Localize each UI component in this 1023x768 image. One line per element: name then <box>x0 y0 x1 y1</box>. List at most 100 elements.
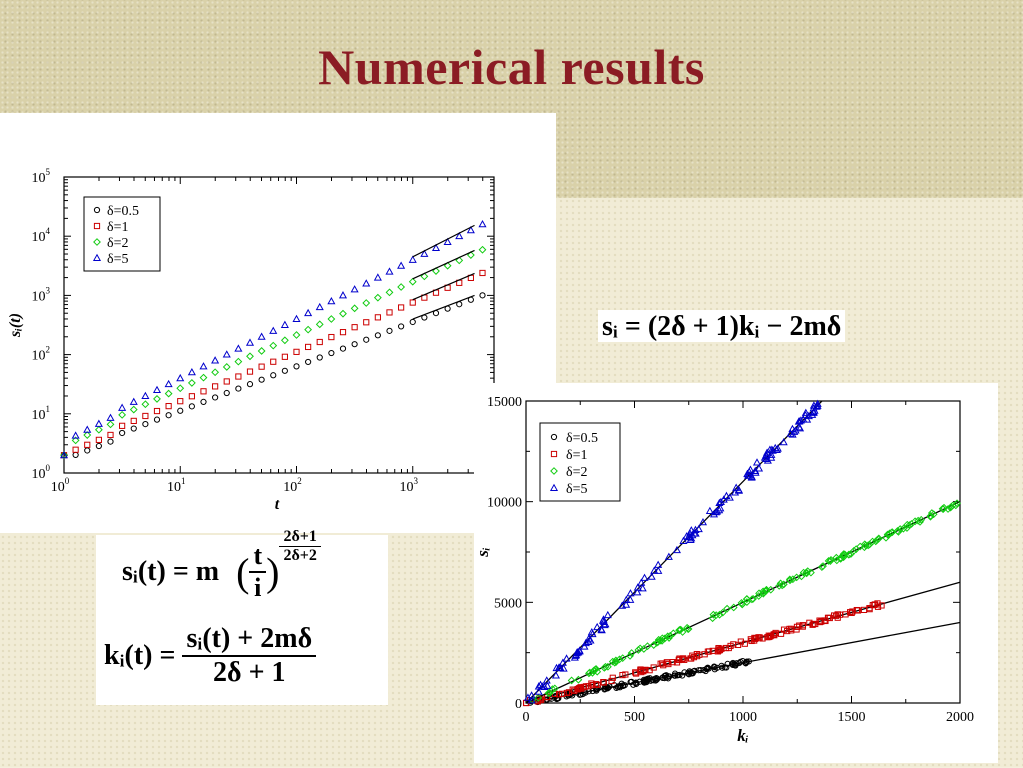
data-point <box>893 527 902 535</box>
data-point <box>328 349 335 357</box>
data-point <box>130 417 137 425</box>
data-point <box>703 665 710 673</box>
data-point <box>588 680 595 687</box>
legend-marker <box>550 450 558 458</box>
data-point <box>722 491 731 499</box>
data-point <box>824 557 833 565</box>
x-tick-label: 500 <box>624 710 645 725</box>
data-point <box>772 445 781 454</box>
data-point <box>723 604 731 613</box>
data-point <box>234 357 243 366</box>
data-point <box>689 670 696 677</box>
x-tick-label: 1500 <box>838 710 866 725</box>
data-point <box>153 416 161 423</box>
y-tick-label: 100 <box>32 463 51 482</box>
data-point <box>540 682 549 690</box>
y-tick-label: 102 <box>32 345 51 364</box>
data-point <box>827 556 835 564</box>
data-point <box>245 338 255 346</box>
data-point <box>871 601 878 609</box>
data-point <box>806 619 813 626</box>
data-point <box>802 569 811 578</box>
data-point <box>397 283 406 291</box>
data-point <box>363 319 370 326</box>
data-point <box>592 681 600 688</box>
fit-line <box>412 272 475 301</box>
data-point <box>106 413 115 421</box>
data-point <box>611 656 620 665</box>
data-point <box>705 506 714 515</box>
data-point <box>632 669 639 676</box>
data-point <box>293 363 300 370</box>
data-point <box>199 373 208 382</box>
data-point <box>304 308 313 317</box>
data-point <box>752 458 762 466</box>
data-point <box>398 323 405 330</box>
data-point <box>95 436 102 443</box>
data-point <box>874 603 882 610</box>
data-point <box>578 685 585 692</box>
legend-box <box>83 196 161 272</box>
data-point <box>882 533 890 542</box>
data-point <box>856 542 865 551</box>
data-point <box>84 441 91 448</box>
data-point <box>799 622 807 629</box>
data-point <box>716 504 725 512</box>
data-point <box>544 689 553 698</box>
data-point <box>107 431 114 439</box>
data-point <box>626 589 635 597</box>
data-point <box>212 383 219 390</box>
data-point <box>874 535 883 544</box>
data-point <box>927 509 936 517</box>
data-point <box>729 603 738 612</box>
legend-label: δ=0.5 <box>107 204 139 219</box>
x-tick-label: 2000 <box>946 710 974 725</box>
data-point <box>177 407 184 414</box>
data-point <box>654 566 663 574</box>
data-point <box>718 645 725 652</box>
data-point <box>725 493 734 501</box>
series-1 <box>522 581 961 707</box>
data-point <box>234 344 243 352</box>
data-point <box>466 251 475 259</box>
data-point <box>362 279 371 287</box>
data-point <box>786 429 795 437</box>
data-point <box>558 658 567 666</box>
data-point <box>386 309 393 316</box>
x-tick-label: 101 <box>167 476 186 495</box>
data-point <box>339 309 347 318</box>
slide-title: Numerical results <box>318 39 705 95</box>
data-point <box>258 376 265 383</box>
data-point <box>270 358 277 365</box>
data-point <box>754 464 764 472</box>
data-point <box>199 362 208 370</box>
data-point <box>681 656 688 663</box>
data-point <box>686 670 693 678</box>
x-axis-label: kᵢ <box>737 726 749 745</box>
data-point <box>593 622 602 631</box>
data-point <box>315 302 324 311</box>
data-point <box>211 356 220 364</box>
data-point <box>567 676 576 685</box>
legend: δ=0.5δ=1δ=2δ=5 <box>83 196 161 272</box>
data-point <box>734 485 743 493</box>
data-point <box>339 329 347 336</box>
data-point <box>188 393 195 400</box>
series-2 <box>525 499 961 704</box>
data-point <box>666 631 675 640</box>
data-point <box>562 654 571 662</box>
ki-t-formula: kᵢ(t) = sᵢ(t) + 2mδ 2δ + 1 <box>104 623 317 689</box>
data-point <box>790 427 799 435</box>
y-tick-label: 103 <box>32 285 51 304</box>
fit-line <box>412 224 475 258</box>
data-point <box>432 267 440 275</box>
data-point <box>637 578 646 586</box>
data-point <box>593 667 602 676</box>
data-point <box>633 588 642 596</box>
data-point <box>817 563 826 571</box>
data-point <box>650 677 657 684</box>
data-point <box>676 671 683 679</box>
data-point <box>715 610 724 619</box>
data-point <box>608 677 615 685</box>
data-point <box>305 343 312 351</box>
